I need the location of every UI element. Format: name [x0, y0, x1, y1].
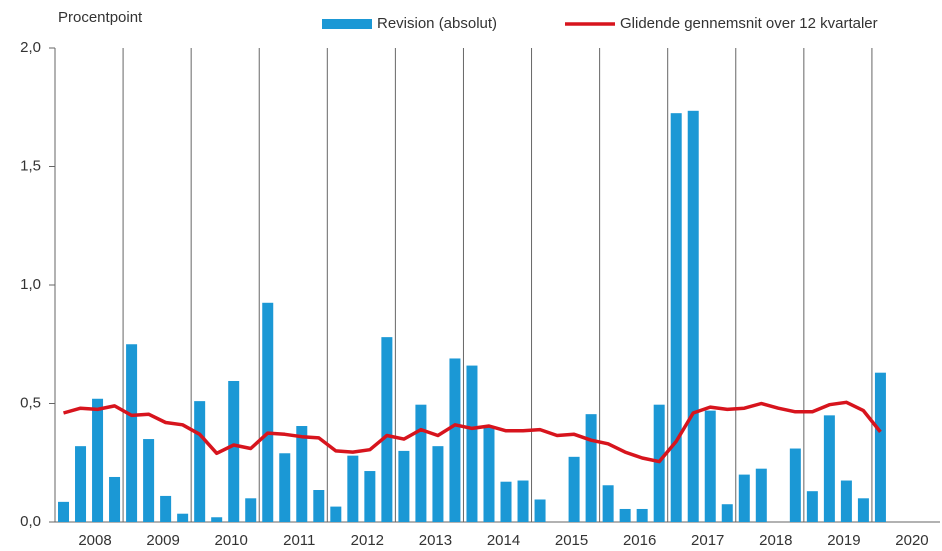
bar — [568, 456, 580, 522]
bar — [58, 501, 70, 522]
y-tick-label: 0,5 — [20, 394, 41, 411]
bar — [500, 481, 512, 522]
bar — [840, 480, 852, 522]
bar — [738, 474, 750, 522]
bar — [381, 337, 393, 522]
bar — [483, 427, 495, 522]
bar — [534, 499, 546, 522]
bar — [789, 448, 801, 522]
x-tick-label: 2018 — [759, 532, 792, 549]
bar — [279, 453, 291, 522]
bar — [874, 372, 886, 522]
y-tick-label: 1,5 — [20, 157, 41, 174]
bar — [398, 450, 410, 522]
bar — [109, 476, 121, 522]
bar — [619, 508, 631, 522]
legend-label: Revision (absolut) — [377, 15, 497, 32]
bar — [636, 508, 648, 522]
bar — [585, 414, 597, 522]
bar — [262, 302, 274, 522]
bar — [721, 504, 733, 522]
bar — [466, 365, 478, 522]
bar — [211, 517, 223, 522]
line — [63, 400, 882, 464]
x-tick-label: 2014 — [487, 532, 520, 549]
bar — [432, 446, 444, 522]
bar — [670, 113, 682, 523]
bar — [857, 498, 869, 522]
x-tick-label: 2012 — [351, 532, 384, 549]
x-tick-label: 2020 — [895, 532, 928, 549]
bar — [517, 480, 529, 522]
bar — [75, 446, 87, 522]
bar — [143, 439, 155, 522]
y-tick-label: 0,0 — [20, 513, 41, 530]
bar — [449, 358, 461, 522]
x-tick-label: 2011 — [283, 532, 315, 549]
legend-label: Glidende gennemsnit over 12 kvartaler — [620, 15, 878, 32]
bar — [823, 415, 835, 522]
y-tick-label: 2,0 — [20, 39, 41, 56]
bar — [313, 490, 325, 522]
bar — [126, 344, 138, 522]
bar — [330, 506, 342, 522]
bar — [347, 455, 359, 522]
bar — [245, 498, 257, 522]
bar — [806, 491, 818, 522]
bar — [177, 513, 189, 522]
x-tick-label: 2017 — [691, 532, 724, 549]
x-tick-label: 2013 — [419, 532, 452, 549]
y-tick-label: 1,0 — [20, 276, 41, 293]
x-tick-label: 2008 — [78, 532, 111, 549]
x-tick-label: 2015 — [555, 532, 588, 549]
x-tick-label: 2019 — [827, 532, 860, 549]
bar — [755, 468, 767, 522]
legend-swatch — [322, 19, 372, 29]
x-tick-label: 2010 — [215, 532, 248, 549]
bar — [160, 495, 172, 522]
bar — [296, 426, 308, 522]
bar — [415, 404, 427, 522]
bar — [704, 410, 716, 522]
x-tick-label: 2009 — [146, 532, 179, 549]
bar — [228, 380, 240, 522]
bar — [92, 398, 104, 522]
bar — [687, 110, 699, 523]
bar — [602, 485, 614, 522]
x-tick-label: 2016 — [623, 532, 656, 549]
bar — [194, 401, 206, 522]
bar — [364, 471, 376, 522]
y-axis-label: Procentpoint — [58, 9, 143, 26]
